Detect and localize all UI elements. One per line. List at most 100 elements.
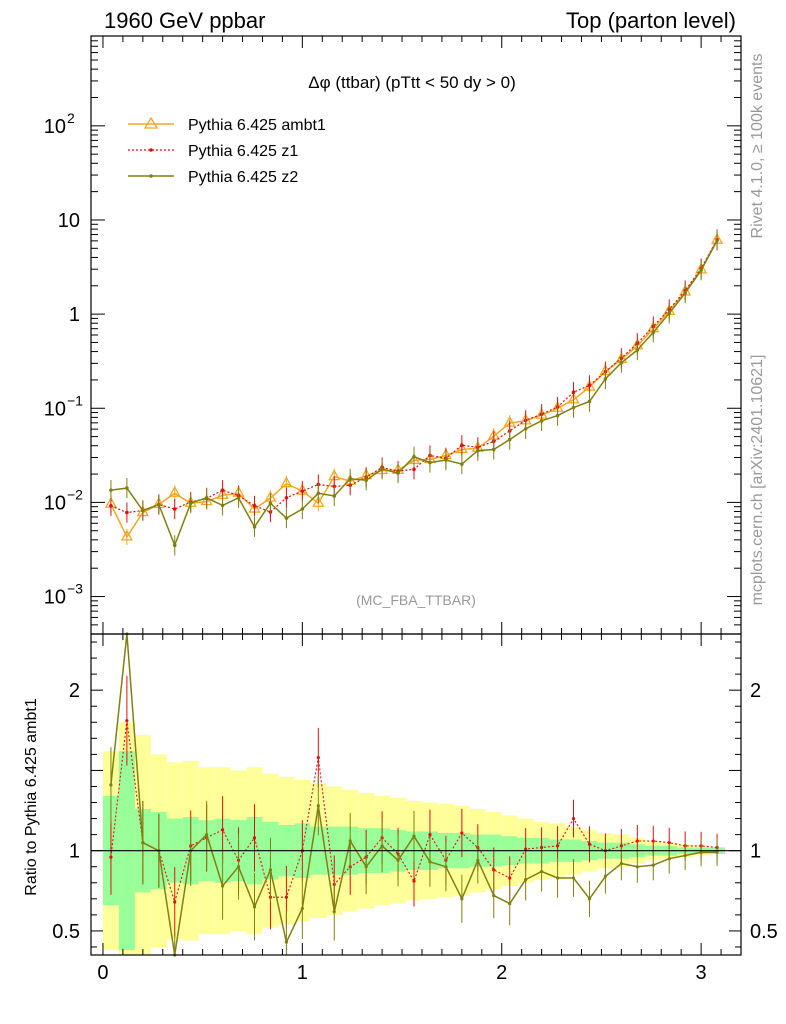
ratio-data-point (364, 865, 368, 869)
data-point (667, 311, 672, 316)
series-layer (104, 229, 724, 957)
ratio-data-point (651, 863, 655, 867)
ratio-data-point (508, 876, 512, 880)
data-point (220, 503, 225, 508)
header-left: 1960 GeV ppbar (104, 8, 265, 33)
ratio-data-point (205, 833, 209, 837)
data-point (396, 471, 400, 475)
data-point (300, 489, 305, 493)
data-point (284, 516, 289, 520)
y-tick-label: 1 (69, 304, 80, 326)
data-point (491, 447, 496, 452)
ratio-data-point (571, 876, 576, 880)
ratio-data-point (683, 853, 687, 858)
data-point (141, 508, 145, 513)
mcplots-label: mcplots.cern.ch [arXiv:2401.10621] (749, 355, 766, 606)
chart-title: Δφ (ttbar) (pTtt < 50 dy > 0) (308, 73, 516, 92)
legend-label-z1: Pythia 6.425 z1 (188, 143, 298, 160)
ratio-y-tick-label-left: 0.5 (52, 921, 80, 943)
legend-marker-z1 (149, 148, 153, 152)
header-right: Top (parton level) (566, 8, 736, 33)
ratio-plot-frame (90, 633, 742, 956)
data-point (523, 427, 528, 431)
data-point (300, 507, 305, 511)
ratio-data-point (555, 844, 560, 848)
legend-marker-z2 (149, 174, 153, 178)
ratio-data-point (109, 783, 113, 787)
ratio-data-point (524, 877, 528, 882)
data-point (699, 268, 703, 273)
data-point (109, 504, 113, 508)
y-tick-exponent: −3 (67, 581, 83, 597)
data-point (204, 495, 209, 500)
data-point (476, 448, 480, 453)
y-tick-exponent: −2 (67, 486, 83, 502)
data-point (172, 543, 177, 548)
ratio-y-tick-label-right: 0.5 (750, 921, 778, 943)
ratio-y-tick-label-left: 2 (69, 680, 80, 702)
ratio-data-point (220, 828, 225, 832)
data-point (715, 238, 719, 243)
data-point (380, 467, 384, 472)
ratio-data-point (284, 895, 288, 899)
ratio-data-point (173, 900, 177, 904)
data-point (156, 502, 161, 507)
y-tick-exponent: −1 (67, 392, 83, 408)
data-point (280, 476, 293, 488)
data-point (236, 495, 241, 500)
ratio-data-point (380, 844, 384, 848)
y-tick-label: 10 (44, 492, 66, 514)
data-point (683, 291, 687, 295)
data-point (444, 458, 448, 462)
ratio-data-point (699, 850, 703, 854)
data-point (428, 460, 432, 465)
ratio-data-point (396, 858, 400, 862)
data-point (651, 330, 656, 335)
y-tick-label: 10 (44, 398, 66, 420)
ratio-data-point (508, 902, 512, 906)
ratio-data-point (571, 816, 576, 821)
ratio-data-point (715, 850, 719, 854)
ratio-data-point (348, 839, 352, 843)
ratio-data-point (667, 857, 671, 861)
x-tick-label: 1 (297, 962, 308, 984)
ratio-data-point (540, 869, 544, 874)
data-point (507, 437, 512, 442)
data-point (125, 486, 129, 490)
data-point (619, 360, 624, 365)
analysis-label: (MC_FBA_TTBAR) (356, 592, 476, 608)
data-point (168, 485, 181, 497)
ratio-data-point (412, 879, 416, 883)
ratio-data-point (141, 841, 145, 845)
data-point (284, 495, 289, 500)
ratio-data-point (125, 719, 129, 723)
ratio-data-point (332, 910, 336, 914)
ratio-data-point (444, 865, 448, 869)
y-tick-label: 10 (44, 587, 66, 609)
x-tick-label: 0 (97, 962, 108, 984)
ratio-data-point (460, 831, 464, 835)
ratio-data-point (492, 868, 496, 872)
data-point (571, 390, 576, 395)
ratio-data-point (635, 839, 639, 843)
legend-marker-ambt1 (143, 116, 159, 129)
series-line-0 (110, 239, 718, 539)
data-point (109, 488, 113, 492)
data-point (412, 467, 416, 472)
rivet-label: Rivet 4.1.0, ≥ 100k events (749, 54, 766, 239)
ratio-data-point (587, 842, 592, 846)
data-point (252, 504, 257, 508)
x-tick-label: 3 (696, 962, 707, 984)
ratio-data-point (300, 906, 304, 911)
ratio-data-point (667, 841, 671, 845)
data-point (460, 462, 464, 466)
data-point (220, 488, 225, 492)
data-point (364, 478, 368, 483)
data-point (603, 377, 608, 381)
ratio-data-point (268, 868, 273, 872)
ratio-data-point (428, 860, 432, 864)
data-point (125, 510, 129, 515)
data-point (412, 455, 416, 459)
ratio-data-point (635, 865, 639, 869)
